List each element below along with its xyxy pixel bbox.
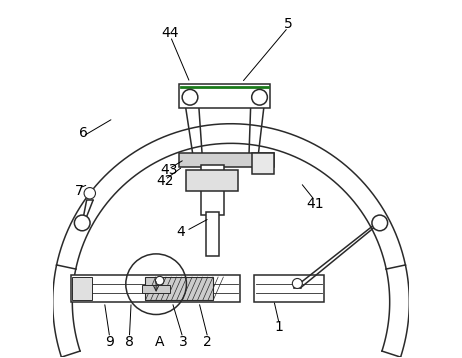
Circle shape — [372, 215, 388, 231]
Text: 4: 4 — [176, 226, 185, 240]
Circle shape — [292, 279, 302, 289]
Text: 44: 44 — [162, 26, 179, 40]
Bar — [254, 275, 324, 302]
Bar — [179, 153, 274, 166]
Text: 3: 3 — [178, 335, 187, 349]
Text: 2: 2 — [203, 335, 212, 349]
Bar — [206, 212, 219, 256]
Text: 6: 6 — [79, 126, 87, 140]
Text: A: A — [155, 335, 164, 349]
Text: 41: 41 — [306, 197, 323, 211]
Circle shape — [182, 90, 198, 105]
Text: 43: 43 — [160, 163, 177, 177]
Bar — [179, 84, 270, 108]
Circle shape — [84, 188, 96, 199]
Text: 7: 7 — [75, 184, 84, 198]
Bar — [71, 275, 240, 302]
Bar — [146, 277, 213, 300]
Bar — [142, 285, 170, 293]
Text: 42: 42 — [156, 174, 174, 188]
Bar — [187, 170, 238, 192]
Bar — [73, 277, 92, 300]
Bar — [252, 153, 274, 174]
Circle shape — [74, 215, 90, 231]
Circle shape — [155, 276, 164, 285]
Bar — [201, 165, 224, 215]
Text: 8: 8 — [125, 335, 134, 349]
Text: 1: 1 — [275, 320, 284, 334]
Circle shape — [252, 90, 267, 105]
Text: 9: 9 — [105, 335, 114, 349]
Text: 5: 5 — [284, 17, 292, 31]
